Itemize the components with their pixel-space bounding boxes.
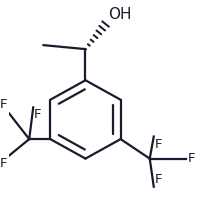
Text: OH: OH (109, 7, 132, 22)
Text: F: F (155, 173, 162, 186)
Text: F: F (0, 157, 7, 170)
Text: F: F (188, 152, 195, 165)
Text: F: F (34, 108, 42, 121)
Text: F: F (155, 138, 162, 151)
Text: F: F (0, 98, 7, 111)
